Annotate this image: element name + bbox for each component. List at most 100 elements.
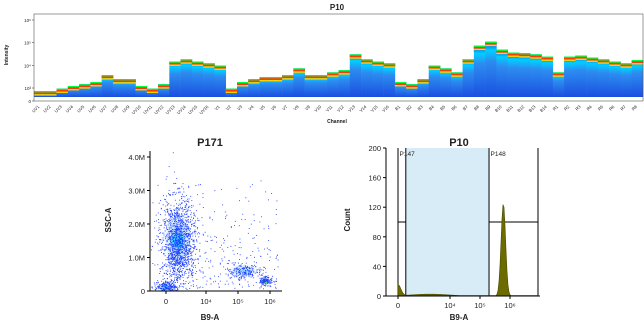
scatter-event: [202, 196, 204, 198]
scatter-event: [174, 233, 176, 235]
scatter-event: [223, 266, 225, 268]
scatter-event: [161, 247, 163, 249]
scatter-title: P171: [197, 137, 223, 149]
scatter-event: [161, 242, 162, 244]
scatter-event: [262, 282, 264, 284]
scatter-event: [194, 265, 196, 266]
spectrum-column: [67, 86, 80, 97]
scatter-event: [184, 252, 186, 254]
scatter-event: [171, 247, 173, 249]
spectrum-column-peak: [169, 62, 181, 65]
scatter-event: [175, 264, 176, 266]
scatter-event: [252, 275, 254, 276]
scatter-event: [169, 284, 171, 286]
scatter-event: [178, 236, 180, 238]
scatter-event: [168, 234, 170, 236]
scatter-event: [253, 284, 255, 286]
scatter-event: [188, 232, 190, 234]
scatter-event: [199, 233, 201, 235]
scatter-event: [185, 214, 187, 215]
spectrum-column-peak: [293, 69, 305, 72]
scatter-event: [202, 193, 204, 195]
scatter-event: [173, 233, 175, 235]
scatter-event: [202, 234, 204, 236]
scatter-event: [210, 278, 212, 280]
scatter-event: [196, 194, 198, 196]
scatter-event: [165, 287, 167, 289]
spectrum-column-yellow: [383, 66, 396, 68]
scatter-event: [262, 280, 263, 282]
spectrum-column-yellow: [496, 52, 508, 55]
scatter-event: [165, 259, 167, 261]
spectrum-column: [101, 75, 114, 97]
scatter-event: [167, 269, 169, 271]
scatter-event: [161, 288, 163, 290]
scatter-event: [174, 237, 175, 239]
scatter-event: [186, 268, 188, 270]
scatter-event: [261, 277, 263, 279]
scatter-event: [238, 265, 240, 267]
scatter-event: [174, 225, 176, 227]
scatter-event: [174, 244, 176, 246]
scatter-event: [241, 286, 243, 288]
spectrum-column-green: [394, 82, 407, 84]
scatter-event: [238, 271, 240, 273]
scatter-event: [181, 214, 183, 216]
scatter-event: [170, 274, 172, 276]
spectrum-column-green: [158, 84, 170, 86]
spectrum-column: [135, 86, 148, 97]
scatter-event: [180, 283, 182, 285]
scatter-event: [189, 221, 191, 223]
scatter-event: [167, 282, 169, 284]
spectrum-column: [214, 65, 227, 97]
scatter-y-tick-label: 4.0M: [128, 153, 145, 162]
scatter-event: [165, 247, 167, 249]
spectrum-column-peak: [338, 71, 351, 74]
scatter-event: [201, 267, 203, 269]
scatter-event: [188, 253, 190, 255]
scatter-event: [270, 282, 272, 284]
scatter-event: [172, 241, 174, 243]
scatter-event: [251, 184, 253, 186]
scatter-event: [155, 214, 157, 216]
scatter-event: [260, 255, 262, 257]
scatter-event: [198, 220, 200, 221]
scatter-event: [165, 238, 166, 240]
scatter-event: [253, 277, 255, 279]
scatter-event: [173, 171, 175, 173]
scatter-event: [177, 240, 179, 242]
scatter-event: [266, 278, 268, 280]
scatter-event: [188, 251, 190, 253]
scatter-event: [228, 263, 229, 265]
scatter-event: [188, 242, 190, 244]
scatter-event: [169, 194, 171, 196]
scatter-event: [178, 214, 180, 216]
histogram-y-tick-label: 0: [377, 292, 381, 301]
scatter-event: [253, 261, 255, 263]
scatter-event: [157, 184, 159, 186]
scatter-event: [193, 266, 194, 268]
scatter-event: [277, 259, 279, 261]
scatter-event: [186, 252, 188, 253]
spectrum-column: [440, 68, 452, 97]
scatter-event: [173, 241, 175, 242]
scatter-event: [157, 280, 159, 282]
scatter-event: [174, 229, 176, 231]
spectrum-column-peak: [361, 60, 373, 63]
scatter-event: [170, 254, 172, 256]
scatter-event: [175, 213, 177, 215]
scatter-event: [172, 236, 174, 238]
spectrum-column-peak: [440, 69, 452, 72]
scatter-event: [180, 262, 182, 264]
histogram-x-label: B9-A: [450, 313, 469, 322]
scatter-event: [248, 271, 250, 273]
spectrum-column-body: [564, 56, 576, 97]
scatter-event: [172, 152, 174, 154]
scatter-event: [169, 231, 171, 233]
scatter-event: [163, 221, 165, 223]
spectrum-column-green: [586, 57, 599, 60]
scatter-event: [173, 284, 175, 286]
scatter-event: [233, 262, 235, 264]
scatter-event: [183, 230, 185, 232]
scatter-event: [227, 270, 229, 272]
